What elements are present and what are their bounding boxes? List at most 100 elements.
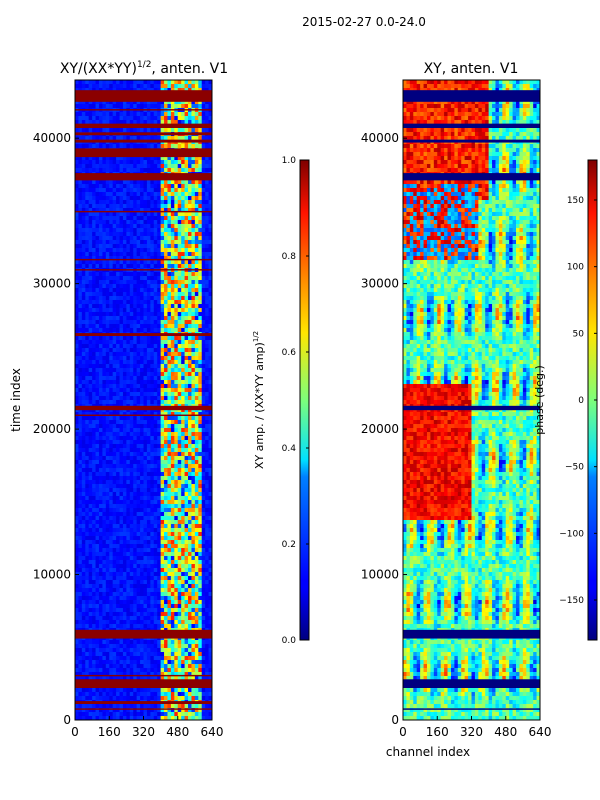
heatmap-cell (75, 104, 79, 109)
heatmap-cell (119, 300, 124, 305)
heatmap-cell (112, 284, 117, 289)
heatmap-cell (129, 324, 134, 329)
heatmap-cell (102, 260, 107, 265)
heatmap-cell (140, 120, 144, 125)
heatmap-cell (92, 232, 96, 237)
heatmap-cell (95, 504, 100, 509)
heatmap-cell (174, 160, 179, 165)
heatmap-cell (140, 240, 144, 245)
heatmap-cell (102, 84, 107, 89)
heatmap-cell (188, 160, 192, 165)
heatmap-cell (150, 384, 155, 389)
heatmap-cell (116, 368, 120, 373)
heatmap-cell (167, 412, 172, 417)
heatmap-cell (92, 392, 96, 397)
heatmap-cell (129, 524, 134, 529)
heatmap-cell (109, 164, 114, 169)
heatmap-cell (119, 104, 124, 109)
heatmap-cell (188, 524, 192, 529)
heatmap-cell (160, 160, 165, 165)
heatmap-cell (146, 380, 151, 385)
heatmap-cell (188, 480, 192, 485)
heatmap-cell (116, 252, 120, 257)
heatmap-cell (140, 504, 144, 509)
heatmap-cell (170, 324, 175, 329)
heatmap-cell (136, 240, 141, 245)
heatmap-cell (98, 488, 103, 493)
heatmap-cell (160, 432, 165, 437)
heatmap-cell (146, 248, 151, 253)
heatmap-cell (201, 228, 206, 233)
heatmap-cell (81, 288, 86, 293)
heatmap-cell (88, 568, 93, 573)
heatmap-cell (88, 484, 93, 489)
heatmap-cell (81, 552, 86, 557)
heatmap-cell (146, 284, 151, 289)
heatmap-cell (157, 236, 162, 241)
heatmap-cell (78, 180, 83, 185)
heatmap-cell (133, 340, 138, 345)
heatmap-cell (95, 368, 100, 373)
heatmap-cell (122, 136, 127, 141)
heatmap-cell (116, 348, 120, 353)
heatmap-cell (194, 112, 199, 117)
heatmap-cell (116, 100, 120, 105)
heatmap-cell (122, 228, 127, 233)
heatmap-cell (136, 376, 141, 381)
heatmap-cell (194, 532, 199, 537)
heatmap-cell (198, 456, 203, 461)
heatmap-cell (95, 492, 100, 497)
heatmap-cell (208, 112, 213, 117)
heatmap-cell (92, 304, 96, 309)
heatmap-cell (170, 568, 175, 573)
heatmap-cell (129, 552, 134, 557)
heatmap-cell (116, 452, 120, 457)
heatmap-cell (105, 516, 110, 521)
heatmap-cell (157, 240, 162, 245)
heatmap-cell (98, 340, 103, 345)
heatmap-cell (167, 460, 172, 465)
heatmap-cell (129, 568, 134, 573)
heatmap-cell (119, 504, 124, 509)
heatmap-cell (194, 484, 199, 489)
heatmap-cell (208, 156, 213, 161)
heatmap-cell (205, 220, 209, 225)
heatmap-cell (164, 504, 168, 509)
heatmap-cell (205, 464, 209, 469)
heatmap-cell (194, 232, 199, 237)
heatmap-cell (198, 360, 203, 365)
heatmap-cell (78, 104, 83, 109)
heatmap-cell (133, 512, 138, 517)
heatmap-cell (78, 516, 83, 521)
heatmap-cell (205, 144, 209, 149)
heatmap-cell (205, 548, 209, 553)
heatmap-cell (157, 556, 162, 561)
heatmap-cell (98, 392, 103, 397)
heatmap-cell (201, 256, 206, 261)
heatmap-cell (208, 228, 213, 233)
heatmap-cell (116, 340, 120, 345)
heatmap-cell (146, 168, 151, 173)
heatmap-cell (188, 448, 192, 453)
heatmap-cell (164, 84, 168, 89)
heatmap-cell (208, 232, 213, 237)
heatmap-cell (194, 336, 199, 341)
heatmap-cell (170, 424, 175, 429)
heatmap-cell (109, 192, 114, 197)
heatmap-cell (129, 556, 134, 561)
heatmap-cell (119, 144, 124, 149)
heatmap-cell (146, 216, 151, 221)
heatmap-cell (75, 312, 79, 317)
heatmap-cell (167, 496, 172, 501)
heatmap-cell (102, 464, 107, 469)
heatmap-cell (194, 536, 199, 541)
heatmap-cell (122, 444, 127, 449)
heatmap-cell (98, 324, 103, 329)
heatmap-cell (133, 116, 138, 121)
heatmap-cell (146, 556, 151, 561)
heatmap-cell (174, 200, 179, 205)
heatmap-cell (109, 160, 114, 165)
heatmap-cell (109, 220, 114, 225)
heatmap-cell (133, 284, 138, 289)
heatmap-cell (95, 512, 100, 517)
